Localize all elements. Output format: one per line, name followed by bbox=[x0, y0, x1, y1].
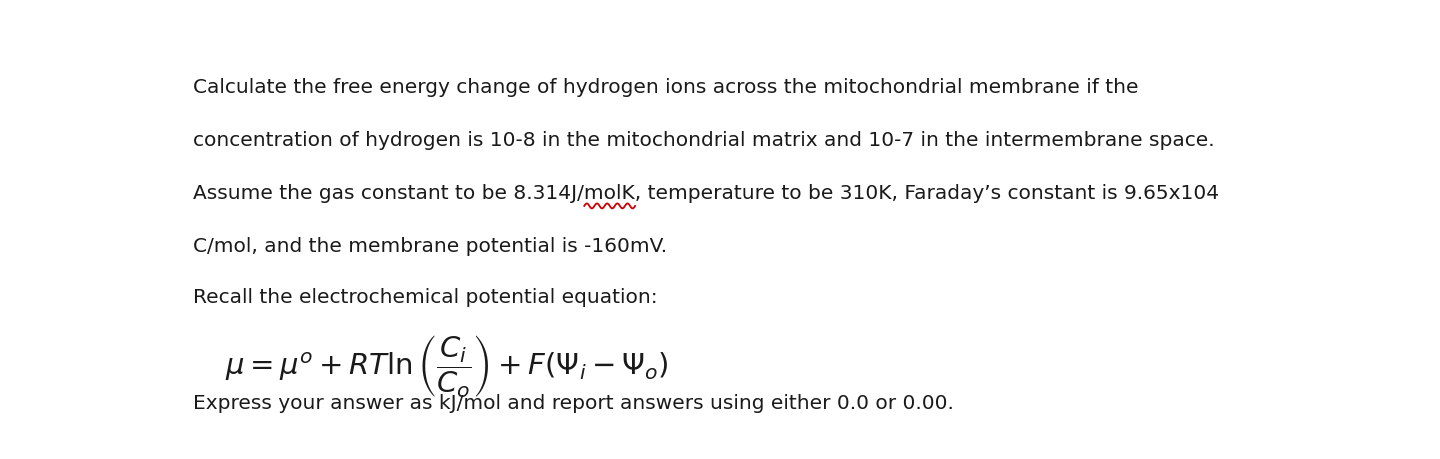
Text: $\mu = \mu^o + RT\ln\left(\dfrac{C_i}{C_o}\right) + F\left(\Psi_i - \Psi_o\right: $\mu = \mu^o + RT\ln\left(\dfrac{C_i}{C_… bbox=[225, 332, 668, 398]
Text: Assume the gas constant to be 8.314J/molK, temperature to be 310K, Faraday’s con: Assume the gas constant to be 8.314J/mol… bbox=[193, 184, 1220, 203]
Text: Calculate the free energy change of hydrogen ions across the mitochondrial membr: Calculate the free energy change of hydr… bbox=[193, 78, 1139, 97]
Text: Recall the electrochemical potential equation:: Recall the electrochemical potential equ… bbox=[193, 288, 658, 308]
Text: C/mol, and the membrane potential is -160mV.: C/mol, and the membrane potential is -16… bbox=[193, 237, 668, 256]
Text: concentration of hydrogen is 10-8 in the mitochondrial matrix and 10-7 in the in: concentration of hydrogen is 10-8 in the… bbox=[193, 131, 1215, 150]
Text: Express your answer as kJ/mol and report answers using either 0.0 or 0.00.: Express your answer as kJ/mol and report… bbox=[193, 394, 955, 414]
